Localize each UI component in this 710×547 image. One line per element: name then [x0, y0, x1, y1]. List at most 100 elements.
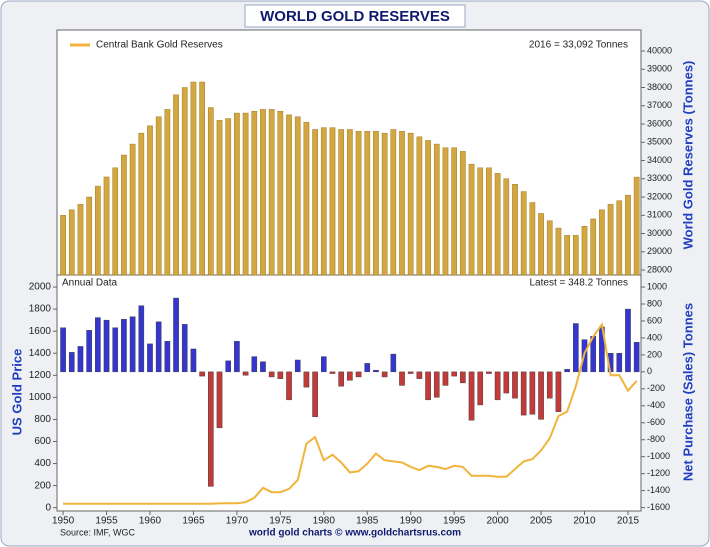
- y-tick-label: 39000: [647, 64, 672, 74]
- bar: [442, 371, 449, 386]
- bar: [225, 118, 232, 276]
- bar: [103, 319, 110, 373]
- y2-tick-label: -1200: [647, 468, 670, 478]
- bar: [112, 327, 119, 373]
- bar: [468, 371, 475, 421]
- bar: [181, 87, 188, 276]
- bar: [599, 209, 605, 276]
- bar: [234, 341, 240, 373]
- bar: [477, 167, 484, 276]
- bar: [573, 323, 579, 373]
- bar: [94, 185, 101, 276]
- bar: [338, 129, 345, 276]
- x-tick-label: 1990: [400, 516, 423, 527]
- bar: [173, 94, 179, 276]
- bar: [590, 218, 597, 276]
- y2-tick-label: 200: [647, 349, 662, 359]
- bar: [494, 173, 501, 276]
- bar: [286, 371, 292, 401]
- bar: [303, 121, 310, 276]
- bar: [468, 163, 475, 276]
- bar: [347, 129, 353, 276]
- bar: [277, 110, 284, 276]
- bar: [190, 81, 197, 276]
- bar: [390, 129, 397, 276]
- bar: [555, 371, 562, 412]
- bar: [581, 226, 588, 276]
- bar: [425, 371, 431, 401]
- bar: [121, 154, 127, 276]
- y2-tick-label: -400: [647, 400, 665, 410]
- bar: [564, 235, 570, 276]
- bar: [208, 371, 214, 487]
- bar: [251, 356, 258, 373]
- x-tick-label: 1995: [443, 516, 466, 527]
- y-tick-label: 1800: [29, 304, 52, 315]
- y-tick-label: 600: [34, 436, 51, 447]
- bar: [381, 371, 388, 378]
- bar: [503, 178, 510, 276]
- bar: [138, 132, 145, 276]
- y-tick-label: 29000: [647, 246, 672, 256]
- bar: [155, 321, 162, 373]
- bar: [486, 167, 492, 276]
- bar: [364, 363, 371, 373]
- bar: [277, 371, 284, 379]
- y-tick-label: 800: [34, 414, 51, 425]
- bar: [347, 371, 353, 381]
- y-tick-label: 28000: [647, 264, 672, 274]
- bar: [546, 220, 553, 276]
- y-tick-label: 31000: [647, 210, 672, 220]
- y-tick-label: 33000: [647, 173, 672, 183]
- y2-tick-label: -200: [647, 383, 665, 393]
- bar: [251, 110, 258, 276]
- bar: [572, 235, 579, 276]
- bar: [364, 131, 371, 276]
- y2-tick-label: -800: [647, 434, 665, 444]
- bar: [60, 327, 66, 373]
- bar: [399, 131, 405, 276]
- bar: [329, 127, 336, 276]
- bar: [77, 204, 84, 276]
- y2-tick-label: 1000: [647, 281, 667, 291]
- bar: [373, 369, 379, 373]
- y-tick-label: 1400: [29, 348, 52, 359]
- bar: [164, 109, 171, 276]
- bar: [138, 305, 145, 373]
- bar: [112, 167, 119, 276]
- bar: [260, 109, 266, 276]
- bar: [486, 371, 492, 374]
- y-tick-label: 200: [34, 480, 51, 491]
- y-tick-label: 37000: [647, 100, 672, 110]
- bar: [216, 371, 223, 429]
- bar: [312, 371, 318, 418]
- legend-label: Central Bank Gold Reserves: [96, 40, 223, 51]
- bar: [433, 143, 440, 276]
- bar: [303, 371, 310, 388]
- source: Source: IMF, WGC: [60, 527, 136, 537]
- bar: [477, 371, 484, 406]
- bar: [512, 371, 518, 399]
- bar: [216, 120, 223, 276]
- x-tick-label: 2000: [486, 516, 509, 527]
- bar: [86, 330, 92, 373]
- bar: [68, 352, 75, 373]
- line: [63, 321, 638, 505]
- y2-tick-label: -1600: [647, 502, 670, 512]
- bar: [294, 359, 301, 373]
- y-tick-label: 1000: [29, 392, 52, 403]
- bar: [520, 371, 527, 416]
- x-tick-label: 1960: [139, 516, 162, 527]
- bar: [155, 116, 162, 276]
- y2-tick-label: 400: [647, 332, 662, 342]
- bar: [503, 371, 510, 394]
- bar: [68, 209, 75, 276]
- x-tick-label: 1955: [95, 516, 118, 527]
- bar: [207, 107, 214, 276]
- bar: [555, 227, 562, 276]
- bar: [616, 353, 623, 373]
- bar: [625, 308, 631, 373]
- bar: [494, 371, 501, 401]
- y2-axis-title: Net Purchase (Sales) Tonnes: [680, 303, 695, 481]
